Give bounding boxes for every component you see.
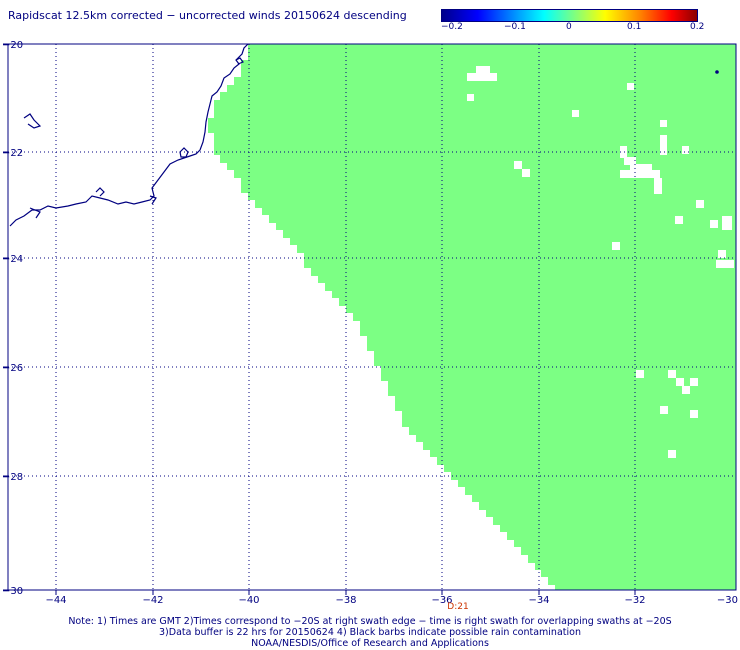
graticule <box>8 44 736 590</box>
swath-area <box>208 44 736 590</box>
lon-label: −36 <box>431 595 452 606</box>
lon-label: −38 <box>335 595 356 606</box>
lon-label: −44 <box>45 595 66 606</box>
note-line-2: 3)Data buffer is 22 hrs for 20150624 4) … <box>159 627 581 638</box>
map-frame <box>7 43 737 591</box>
lat-label: −24 <box>2 254 23 265</box>
colorbar-tick: 0.2 <box>690 22 705 32</box>
note-line-3: NOAA/NESDIS/Office of Research and Appli… <box>251 638 489 649</box>
axis-ticks <box>3 43 636 595</box>
swath-time-label: D:21 <box>447 602 468 612</box>
lon-label: −30 <box>717 595 738 606</box>
colorbar-tick: −0.1 <box>504 22 526 32</box>
lat-label: −22 <box>2 148 23 159</box>
lat-label: −30 <box>2 586 23 597</box>
marker-dot <box>715 70 719 74</box>
lat-label: −20 <box>2 40 23 51</box>
colorbar-tick: −0.2 <box>441 22 463 32</box>
colorbar-tick: 0 <box>566 22 572 32</box>
lat-label: −26 <box>2 363 23 374</box>
lon-label: −32 <box>624 595 645 606</box>
missing-data-cells <box>467 66 734 458</box>
lon-label: −34 <box>528 595 549 606</box>
coastline <box>9 43 249 227</box>
lon-label: −42 <box>142 595 163 606</box>
colorbar <box>441 9 698 22</box>
note-line-1: Note: 1) Times are GMT 2)Times correspon… <box>68 616 672 627</box>
lat-label: −28 <box>2 472 23 483</box>
lon-label: −40 <box>238 595 259 606</box>
colorbar-tick: 0.1 <box>627 22 642 32</box>
plot-title: Rapidscat 12.5km corrected − uncorrected… <box>8 9 407 22</box>
axis-labels: −44 −42 −40 −38 −36 −34 −32 −30 −20 −22 … <box>2 40 738 606</box>
